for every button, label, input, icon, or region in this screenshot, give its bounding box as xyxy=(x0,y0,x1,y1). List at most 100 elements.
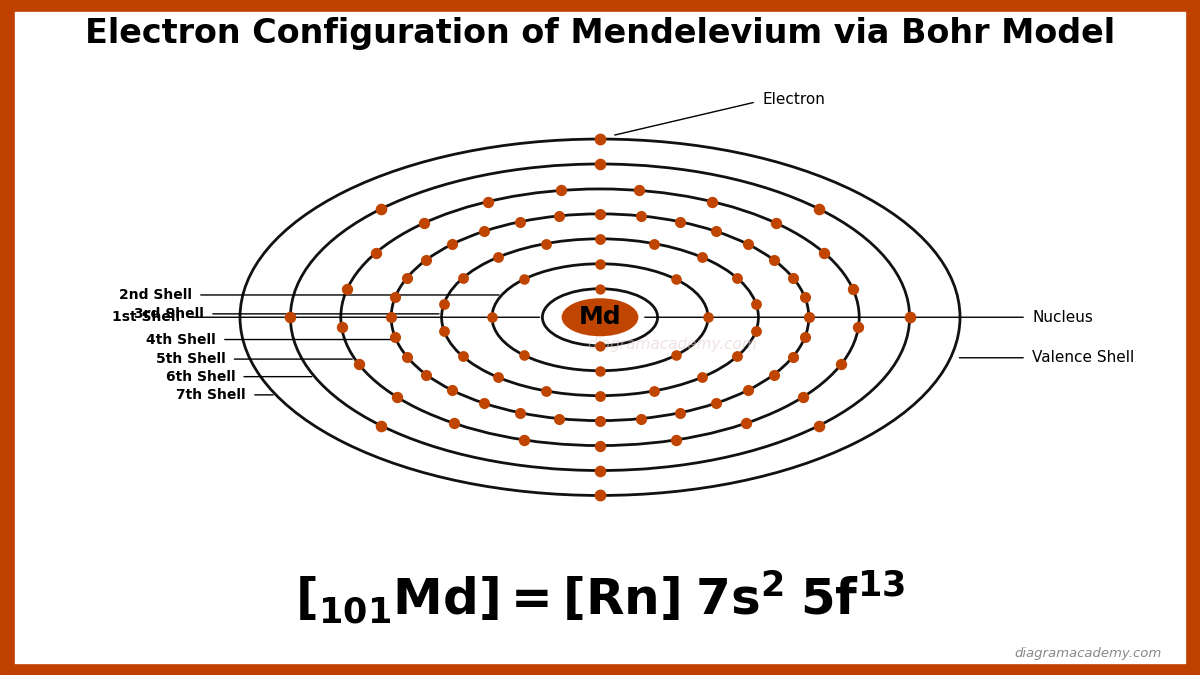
Point xyxy=(796,332,815,343)
Point xyxy=(385,292,404,302)
Point xyxy=(388,392,407,403)
Point xyxy=(799,312,818,323)
Point xyxy=(727,273,746,284)
Point xyxy=(332,321,352,332)
Text: Md: Md xyxy=(578,305,622,329)
Point xyxy=(536,238,556,249)
Point xyxy=(644,238,664,249)
Point xyxy=(397,272,416,283)
Text: Electron Configuration of Mendelevium via Bohr Model: Electron Configuration of Mendelevium vi… xyxy=(85,17,1115,50)
Point xyxy=(281,312,300,323)
Point xyxy=(482,312,502,323)
Point xyxy=(848,321,868,332)
Text: 4th Shell: 4th Shell xyxy=(146,333,216,346)
Point xyxy=(698,312,718,323)
Point xyxy=(738,239,757,250)
Point xyxy=(397,352,416,362)
Point xyxy=(444,418,463,429)
Point xyxy=(443,239,462,250)
Point xyxy=(692,252,712,263)
Text: 1st Shell: 1st Shell xyxy=(112,310,180,324)
Point xyxy=(667,435,686,446)
Point xyxy=(443,385,462,396)
Point xyxy=(590,134,610,144)
Point xyxy=(844,284,863,294)
Text: $\mathbf{[_{101}Md] = [Rn]\;7s^{2}\;5f^{13}}$: $\mathbf{[_{101}Md] = [Rn]\;7s^{2}\;5f^{… xyxy=(295,568,905,626)
Point xyxy=(416,369,436,380)
Point xyxy=(366,248,385,259)
Point xyxy=(832,358,851,369)
Point xyxy=(631,211,650,221)
Point xyxy=(590,209,610,219)
Point xyxy=(746,298,766,309)
Text: 6th Shell: 6th Shell xyxy=(166,370,235,383)
Point xyxy=(631,413,650,424)
Point xyxy=(809,203,828,214)
Point xyxy=(337,284,356,294)
Point xyxy=(550,413,569,424)
Text: 2nd Shell: 2nd Shell xyxy=(119,288,192,302)
Point xyxy=(514,435,533,446)
Point xyxy=(590,440,610,451)
Point xyxy=(727,351,746,362)
Point xyxy=(552,185,571,196)
Text: Nucleus: Nucleus xyxy=(1032,310,1093,325)
Point xyxy=(510,407,529,418)
Point xyxy=(488,372,508,383)
Point xyxy=(707,398,726,408)
Point xyxy=(474,226,493,237)
Text: Valence Shell: Valence Shell xyxy=(1032,350,1134,365)
Ellipse shape xyxy=(562,298,638,336)
Point xyxy=(707,226,726,237)
Point xyxy=(590,259,610,269)
Text: diagramacademy.com: diagramacademy.com xyxy=(1014,647,1162,660)
Point xyxy=(478,196,497,207)
Point xyxy=(793,392,812,403)
Point xyxy=(590,284,610,294)
Point xyxy=(629,185,648,196)
Point xyxy=(434,325,454,336)
Point xyxy=(796,292,815,302)
Point xyxy=(349,358,368,369)
Point xyxy=(590,465,610,476)
Point xyxy=(590,159,610,169)
Point xyxy=(385,332,404,343)
Point xyxy=(809,421,828,431)
Text: 7th Shell: 7th Shell xyxy=(176,388,246,402)
Point xyxy=(671,217,690,227)
Point xyxy=(416,254,436,265)
Point xyxy=(550,211,569,221)
Point xyxy=(767,218,786,229)
Text: 3rd Shell: 3rd Shell xyxy=(134,307,204,321)
Point xyxy=(738,385,757,396)
Point xyxy=(382,312,401,323)
Point xyxy=(764,369,784,380)
Point xyxy=(590,490,610,501)
Point xyxy=(667,350,686,360)
Point xyxy=(590,234,610,244)
Point xyxy=(434,298,454,309)
Point xyxy=(514,350,533,360)
Point xyxy=(784,272,803,283)
Point xyxy=(900,312,919,323)
Point xyxy=(692,372,712,383)
Point xyxy=(644,385,664,396)
Point xyxy=(474,398,493,408)
Text: diagramacademy.com: diagramacademy.com xyxy=(587,337,757,352)
Point xyxy=(372,421,391,431)
Point xyxy=(815,248,834,259)
Point xyxy=(488,252,508,263)
Point xyxy=(746,325,766,336)
Point xyxy=(454,273,473,284)
Point xyxy=(667,274,686,285)
Point xyxy=(536,385,556,396)
Point xyxy=(590,415,610,426)
Point xyxy=(414,218,433,229)
Point xyxy=(703,196,722,207)
Point xyxy=(372,203,391,214)
Point xyxy=(454,351,473,362)
Point xyxy=(671,407,690,418)
Point xyxy=(764,254,784,265)
Point xyxy=(510,217,529,227)
Point xyxy=(784,352,803,362)
